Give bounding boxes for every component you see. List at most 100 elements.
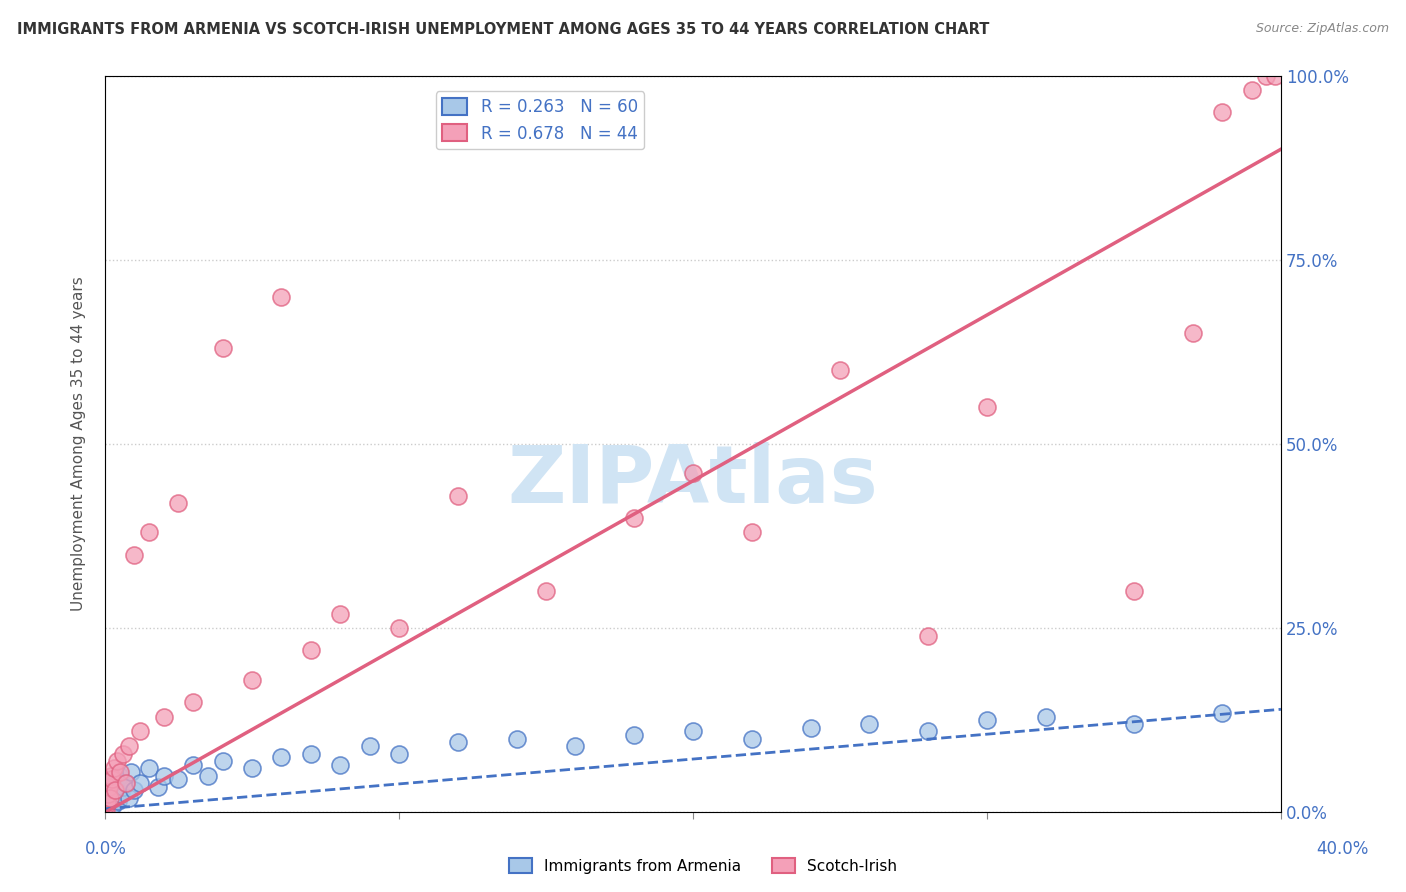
Point (270, 750, 292, 764)
Point (96, 790, 118, 805)
Point (97, 776, 120, 790)
Point (138, 525, 160, 540)
Point (211, 754, 233, 768)
Point (534, 584, 557, 599)
Point (96, 799, 118, 814)
Point (1181, 326, 1204, 341)
Point (114, 776, 136, 790)
Point (240, 673, 263, 687)
Point (117, 790, 139, 805)
Point (108, 764, 131, 779)
Point (181, 757, 204, 772)
Point (98, 802, 121, 816)
Text: Source: ZipAtlas.com: Source: ZipAtlas.com (1256, 22, 1389, 36)
Point (117, 739, 139, 753)
Point (917, 629, 939, 643)
Point (101, 787, 124, 801)
Point (138, 761, 160, 775)
Point (152, 709, 174, 723)
Point (105, 754, 128, 768)
Point (129, 776, 152, 790)
Point (1211, 706, 1233, 720)
Point (741, 525, 763, 540)
Point (94, 802, 117, 816)
Point (96, 790, 118, 805)
Point (97, 800, 120, 814)
Point (120, 764, 142, 779)
Point (682, 467, 704, 481)
Point (96, 802, 118, 816)
Point (447, 489, 470, 503)
Point (299, 643, 322, 657)
Text: ZIPAtlas: ZIPAtlas (508, 442, 879, 520)
Point (98, 780, 121, 794)
Point (623, 510, 645, 524)
Point (96, 803, 118, 817)
Point (97, 776, 120, 790)
Point (129, 724, 152, 739)
Point (114, 776, 136, 790)
Point (240, 761, 263, 775)
Text: 0.0%: 0.0% (84, 840, 127, 858)
Point (1123, 717, 1146, 731)
Legend: Immigrants from Armenia, Scotch-Irish: Immigrants from Armenia, Scotch-Irish (503, 852, 903, 880)
Point (100, 769, 122, 783)
Point (329, 757, 352, 772)
Point (181, 695, 204, 709)
Point (104, 783, 127, 797)
Point (828, 363, 851, 377)
Point (858, 717, 880, 731)
Point (167, 772, 190, 787)
Point (105, 783, 128, 797)
Point (800, 721, 823, 735)
Point (96, 797, 118, 811)
Point (94, 802, 117, 816)
Point (96, 794, 118, 808)
Point (96, 794, 118, 808)
Point (211, 341, 233, 355)
Point (146, 780, 169, 794)
Point (388, 621, 411, 635)
Point (107, 794, 129, 808)
Point (103, 761, 125, 775)
Y-axis label: Unemployment Among Ages 35 to 44 years: Unemployment Among Ages 35 to 44 years (72, 277, 86, 611)
Point (110, 787, 132, 801)
Point (98, 792, 121, 806)
Point (124, 783, 146, 797)
Point (124, 548, 146, 562)
Point (197, 769, 219, 783)
Point (917, 724, 939, 739)
Point (388, 747, 411, 761)
Point (108, 769, 131, 783)
Point (103, 772, 125, 787)
Point (564, 739, 586, 753)
Point (94, 798, 117, 813)
Point (682, 724, 704, 739)
Point (976, 714, 998, 728)
Point (111, 747, 134, 761)
Point (97, 799, 120, 814)
Point (101, 772, 124, 787)
Point (97, 798, 120, 813)
Point (623, 728, 645, 742)
Point (98, 790, 121, 805)
Point (97, 787, 120, 801)
Point (1035, 709, 1057, 723)
Point (100, 783, 122, 797)
Point (1256, 69, 1278, 83)
Point (447, 735, 470, 749)
Point (96, 798, 118, 813)
Point (1240, 83, 1263, 97)
Point (1211, 105, 1233, 120)
Point (97, 787, 120, 801)
Point (100, 794, 122, 808)
Point (976, 400, 998, 414)
Point (505, 731, 527, 746)
Point (103, 798, 125, 813)
Point (359, 739, 381, 753)
Point (299, 747, 322, 761)
Point (152, 769, 174, 783)
Point (111, 780, 134, 794)
Legend: R = 0.263   N = 60, R = 0.678   N = 44: R = 0.263 N = 60, R = 0.678 N = 44 (436, 91, 644, 149)
Point (270, 290, 292, 304)
